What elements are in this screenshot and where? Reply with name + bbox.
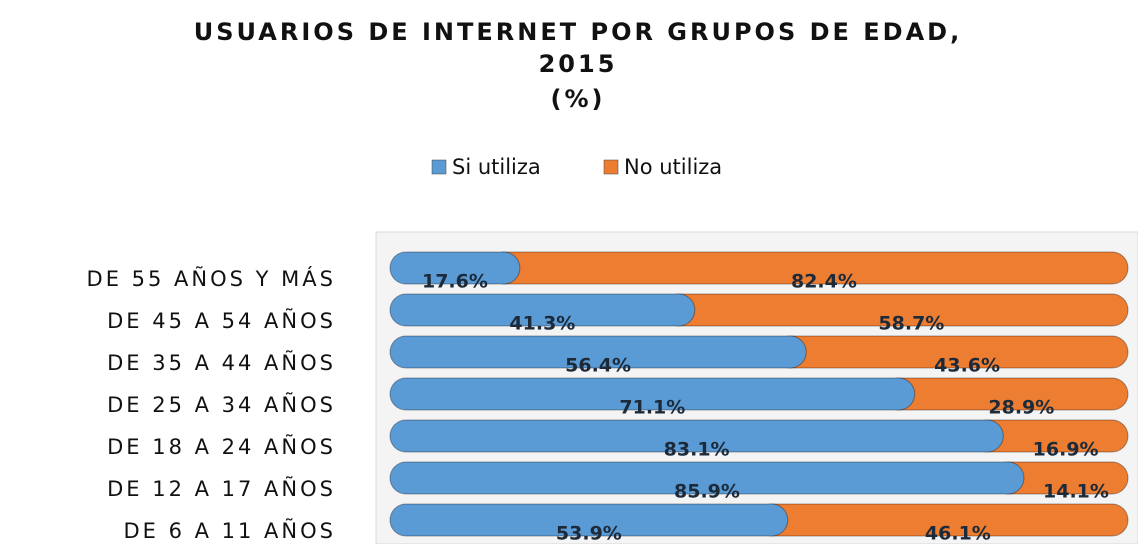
data-label: 56.4% <box>565 355 631 377</box>
data-label: 58.7% <box>878 313 944 335</box>
y-tick-label: DE 12 A 17 AÑOS <box>107 475 336 501</box>
data-label: 43.6% <box>934 355 1000 377</box>
legend-label: Si utiliza <box>452 155 541 179</box>
data-label: 85.9% <box>674 481 740 503</box>
data-label: 83.1% <box>664 439 730 461</box>
data-label: 71.1% <box>619 397 685 419</box>
y-tick-label: DE 35 A 44 AÑOS <box>107 349 336 375</box>
bar <box>389 461 1025 495</box>
bar <box>389 503 789 537</box>
data-label: 53.9% <box>556 523 622 545</box>
bar <box>389 293 696 327</box>
data-label: 14.1% <box>1043 481 1109 503</box>
bar <box>389 377 916 411</box>
data-label: 82.4% <box>791 271 857 293</box>
legend-label: No utiliza <box>624 155 722 179</box>
y-tick-label: DE 6 A 11 AÑOS <box>123 517 336 543</box>
y-tick-label: DE 25 A 34 AÑOS <box>107 391 336 417</box>
chart-title: USUARIOS DE INTERNET POR GRUPOS DE EDAD, <box>194 18 962 46</box>
y-tick-label: DE 55 AÑOS Y MÁS <box>87 265 336 291</box>
bar <box>389 335 807 369</box>
chart-subtitle: (%) <box>551 85 606 113</box>
y-tick-label: DE 45 A 54 AÑOS <box>107 307 336 333</box>
data-label: 16.9% <box>1033 439 1099 461</box>
data-label: 46.1% <box>925 523 991 545</box>
data-label: 28.9% <box>988 397 1054 419</box>
bar <box>389 251 521 285</box>
data-label: 17.6% <box>422 271 488 293</box>
data-label: 41.3% <box>509 313 575 335</box>
y-tick-label: DE 18 A 24 AÑOS <box>107 433 336 459</box>
chart-title: 2015 <box>539 50 618 78</box>
bar <box>389 419 1004 453</box>
legend-swatch <box>431 159 447 175</box>
legend-swatch <box>603 159 619 175</box>
